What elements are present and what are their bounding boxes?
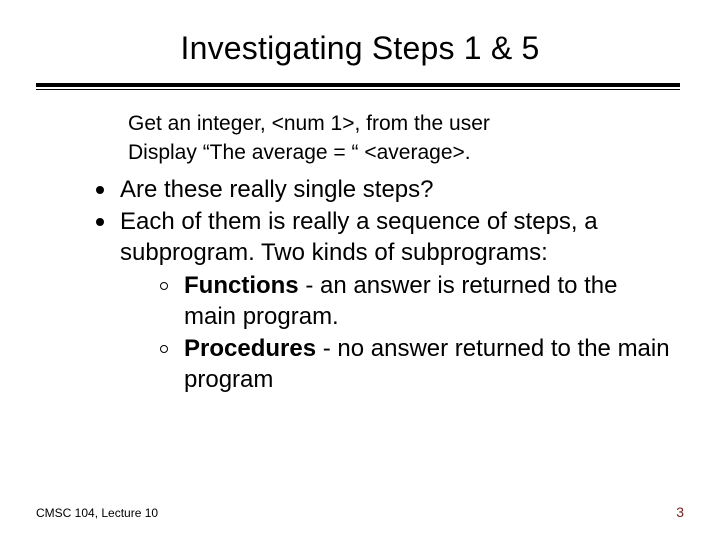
bullet-text: Are these really single steps? xyxy=(120,176,434,203)
sub-bullet-bold: Procedures xyxy=(184,335,316,362)
intro-lines: Get an integer, <num 1>, from the user D… xyxy=(44,111,676,167)
slide: Investigating Steps 1 & 5 Get an integer… xyxy=(0,0,720,540)
bullet-item: Each of them is really a sequence of ste… xyxy=(96,207,676,395)
slide-title: Investigating Steps 1 & 5 xyxy=(0,0,720,83)
sub-bullet-bold: Functions xyxy=(184,272,299,299)
intro-line: Get an integer, <num 1>, from the user xyxy=(128,111,676,138)
sub-bullet-list: Functions - an answer is returned to the… xyxy=(120,271,676,396)
intro-line: Display “The average = “ <average>. xyxy=(128,140,676,167)
sub-bullet-item: Functions - an answer is returned to the… xyxy=(160,271,676,332)
sub-bullet-item: Procedures - no answer returned to the m… xyxy=(160,334,676,395)
rule-thick xyxy=(36,83,680,87)
rule-thin xyxy=(36,89,680,90)
footer-text: CMSC 104, Lecture 10 xyxy=(36,506,158,520)
bullet-item: Are these really single steps? xyxy=(96,175,676,206)
bullet-text: Each of them is really a sequence of ste… xyxy=(120,208,598,266)
bullet-list: Are these really single steps? Each of t… xyxy=(44,175,676,396)
title-rule xyxy=(36,83,680,89)
page-number: 3 xyxy=(676,504,684,520)
slide-body: Get an integer, <num 1>, from the user D… xyxy=(0,89,720,396)
